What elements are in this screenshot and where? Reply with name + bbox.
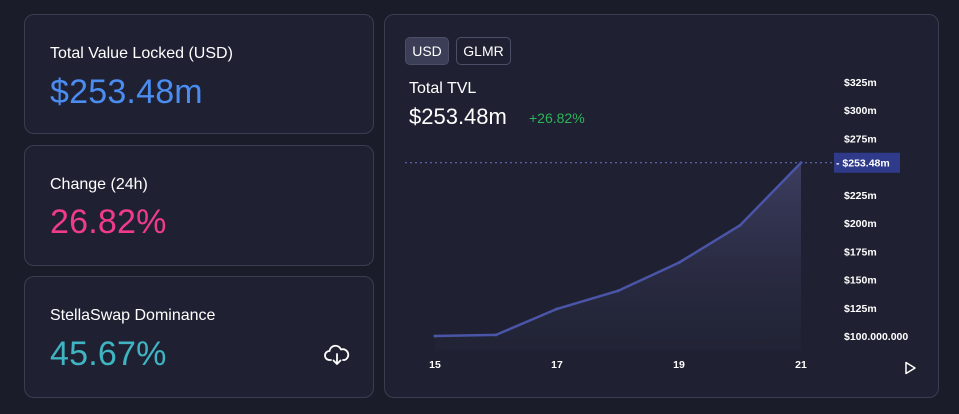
- area-fill: [435, 162, 801, 351]
- tvl-area-chart[interactable]: $325m $300m $275m $225m $200m $175m $150m $125m…: [385, 15, 940, 399]
- play-icon[interactable]: [903, 361, 917, 375]
- tvl-label: Total Value Locked (USD): [50, 45, 233, 62]
- y-tick-label: $200m: [844, 218, 877, 230]
- y-tick-label: $300m: [844, 105, 877, 117]
- data-point-20: [738, 223, 742, 227]
- data-point-15: [433, 334, 437, 338]
- tvl-chart-card: USD GLMR Total TVL $253.48m +26.82% $325…: [384, 14, 939, 398]
- y-tick-label: $100.000.000: [844, 331, 908, 343]
- chart-total-value: $253.48m: [409, 104, 507, 129]
- y-tick-label: $225m: [844, 190, 877, 202]
- data-point-18: [616, 289, 620, 293]
- current-value-label: - $253.48m: [836, 158, 890, 170]
- data-point-19: [677, 261, 681, 265]
- current-value-badge: [834, 152, 900, 173]
- chart-change: +26.82%: [529, 110, 585, 126]
- x-tick-label: 19: [673, 359, 685, 371]
- y-tick-label: $275m: [844, 133, 877, 145]
- x-tick-label: 21: [795, 359, 807, 371]
- change-card: Change (24h) 26.82%: [24, 145, 374, 266]
- data-point-21: [799, 161, 803, 165]
- dominance-value: 45.67%: [50, 335, 167, 373]
- x-tick-label: 15: [429, 359, 441, 371]
- chart-title: Total TVL: [409, 80, 477, 97]
- change-value: 26.82%: [50, 203, 167, 241]
- y-tick-label: $150m: [844, 275, 877, 287]
- usd-toggle-button[interactable]: USD: [405, 37, 449, 65]
- dominance-label: StellaSwap Dominance: [50, 307, 216, 324]
- glmr-toggle-button[interactable]: GLMR: [456, 37, 511, 65]
- tvl-card: Total Value Locked (USD) $253.48m: [24, 14, 374, 134]
- y-tick-label: $175m: [844, 246, 877, 258]
- data-point-16: [494, 333, 498, 337]
- change-label: Change (24h): [50, 176, 148, 193]
- data-point-17: [555, 307, 559, 311]
- y-tick-label: $125m: [844, 303, 877, 315]
- dominance-card: StellaSwap Dominance 45.67%: [24, 276, 374, 398]
- x-tick-label: 17: [551, 359, 563, 371]
- cloud-download-icon[interactable]: [324, 343, 350, 367]
- tvl-value: $253.48m: [50, 73, 203, 111]
- y-tick-label: $325m: [844, 77, 877, 89]
